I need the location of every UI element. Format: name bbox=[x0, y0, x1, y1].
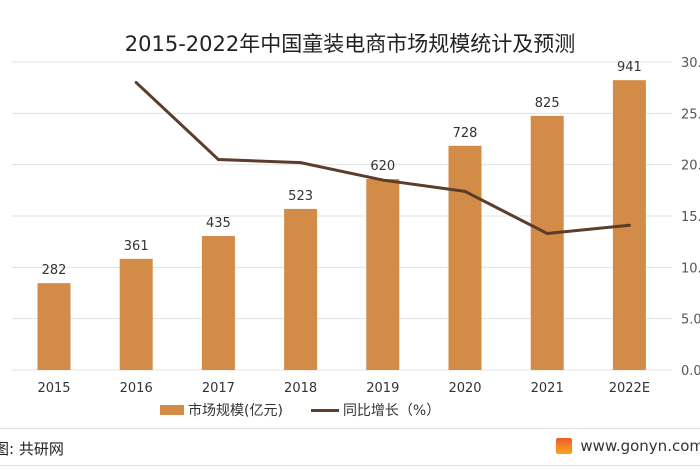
x-tick-label: 2021 bbox=[531, 381, 564, 396]
growth-point bbox=[299, 161, 303, 165]
legend-bar-label: 市场规模(亿元) bbox=[188, 403, 283, 419]
x-tick-label: 2016 bbox=[120, 381, 153, 396]
bar-value-label: 941 bbox=[617, 60, 642, 75]
legend: 市场规模(亿元) 同比增长（%） bbox=[160, 400, 440, 420]
bar-value-label: 728 bbox=[453, 126, 478, 141]
right-tick-label: 10.0 bbox=[681, 261, 700, 276]
x-tick-label: 2020 bbox=[448, 381, 481, 396]
growth-point bbox=[381, 178, 385, 182]
legend-line-label: 同比增长（%） bbox=[342, 403, 441, 419]
bar-value-label: 620 bbox=[370, 159, 395, 174]
bar bbox=[448, 145, 482, 370]
right-tick-label: 5.0 bbox=[681, 313, 700, 328]
bar-value-label: 361 bbox=[124, 239, 149, 254]
chart-title: 2015-2022年中国童装电商市场规模统计及预测 bbox=[124, 32, 576, 56]
x-tick-label: 2019 bbox=[366, 381, 399, 396]
x-tick-label: 2017 bbox=[202, 381, 235, 396]
growth-point bbox=[545, 231, 549, 235]
right-tick-label: 25.0 bbox=[681, 107, 700, 122]
right-tick-label: 30.0 bbox=[681, 56, 700, 71]
growth-point bbox=[463, 189, 467, 193]
bar bbox=[201, 236, 235, 370]
x-tick-label: 2018 bbox=[284, 381, 317, 396]
bar-value-label: 435 bbox=[206, 216, 231, 231]
bar bbox=[366, 179, 400, 370]
right-tick-label: 20.0 bbox=[681, 159, 700, 174]
bar-value-label: 825 bbox=[535, 96, 560, 111]
site-url: www.gonyn.com bbox=[580, 437, 700, 455]
bar-value-label: 523 bbox=[288, 189, 313, 204]
x-tick-label: 2022E bbox=[609, 381, 650, 396]
right-tick-label: 15.0 bbox=[681, 210, 700, 225]
growth-point bbox=[216, 158, 220, 162]
divider bbox=[0, 428, 700, 429]
bar bbox=[284, 208, 318, 370]
chart-area: 0.0 5.0 10.0 15.0 20.0 25.0 30.0 282 2015 361 2016… bbox=[12, 56, 700, 396]
bar bbox=[119, 258, 153, 370]
site: www.gonyn.com bbox=[556, 437, 700, 455]
legend-line-swatch bbox=[310, 408, 339, 412]
legend-bar: 市场规模(亿元) bbox=[160, 400, 283, 420]
growth-point bbox=[134, 81, 138, 85]
x-tick-label: 2015 bbox=[37, 381, 70, 396]
right-tick-label: 0.0 bbox=[681, 364, 700, 379]
bar-value-label: 282 bbox=[42, 263, 67, 278]
legend-bar-swatch bbox=[160, 405, 184, 415]
source-text: 图: 共研网 bbox=[0, 440, 64, 458]
bar bbox=[37, 283, 71, 370]
growth-point bbox=[627, 223, 631, 227]
legend-line: 同比增长（%） bbox=[310, 400, 441, 420]
gonyn-logo-icon bbox=[556, 438, 573, 454]
bar bbox=[530, 115, 564, 371]
divider-bottom bbox=[0, 465, 700, 466]
